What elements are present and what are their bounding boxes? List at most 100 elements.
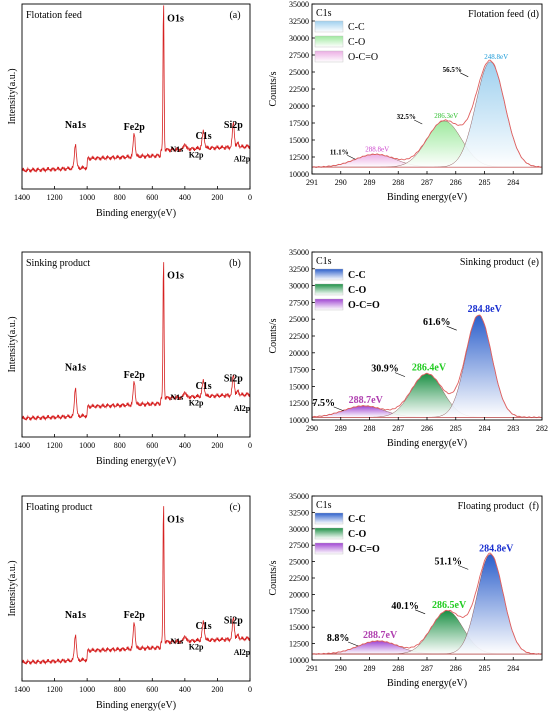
peak-label: Na1s bbox=[65, 362, 86, 373]
peak-label: Si2p bbox=[224, 616, 243, 627]
legend-entry: C-O bbox=[348, 37, 365, 48]
peak-label: Na1s bbox=[65, 120, 86, 131]
envelope-line bbox=[311, 59, 542, 168]
sample-title: Flotation feed bbox=[468, 9, 524, 20]
peak-position-label: 286.3eV bbox=[434, 112, 458, 120]
y-tick-label: 25000 bbox=[289, 315, 309, 324]
x-tick-label: 285 bbox=[479, 178, 491, 187]
legend-swatch bbox=[314, 542, 344, 555]
legend-entry: O-C=O bbox=[348, 300, 380, 311]
panel-letter: (c) bbox=[229, 502, 240, 513]
peak-label: Na1s bbox=[65, 610, 86, 621]
legend-entry: O-C=O bbox=[348, 52, 378, 63]
legend-swatch bbox=[314, 298, 344, 311]
x-tick-label: 285 bbox=[450, 424, 462, 433]
y-tick-label: 27500 bbox=[289, 541, 309, 550]
y-tick-label: 12500 bbox=[289, 399, 309, 408]
peak-position-label: 288.8eV bbox=[365, 145, 389, 153]
percent-leader-line bbox=[446, 325, 457, 331]
x-tick-label: 284 bbox=[507, 664, 519, 673]
y-tick-label: 17500 bbox=[289, 607, 309, 616]
percent-label: 40.1% bbox=[391, 601, 419, 612]
y-tick-label: 12500 bbox=[289, 153, 309, 162]
peak-position-label: 286.4eV bbox=[412, 363, 447, 374]
y-tick-label: 17500 bbox=[289, 119, 309, 128]
x-tick-label: 1000 bbox=[79, 441, 95, 450]
x-tick-label: 290 bbox=[335, 178, 347, 187]
peak-label: K2p bbox=[189, 399, 204, 408]
peak-label: N1s bbox=[170, 145, 183, 154]
peak-label: K2p bbox=[189, 643, 204, 652]
peak-label: O1s bbox=[167, 13, 184, 24]
percent-label: 32.5% bbox=[397, 113, 416, 121]
y-tick-label: 20000 bbox=[289, 590, 309, 599]
envelope-line bbox=[311, 314, 542, 419]
y-tick-label: 25000 bbox=[289, 68, 309, 77]
peak-label: Si2p bbox=[224, 374, 243, 385]
legend-swatch bbox=[314, 527, 344, 540]
legend-title: C1s bbox=[316, 8, 332, 19]
y-axis-label: Counts/s bbox=[268, 71, 279, 106]
sample-name: Floating product bbox=[26, 502, 93, 513]
peak-label: N1s bbox=[170, 393, 183, 402]
plot-frame bbox=[21, 495, 251, 682]
x-tick-label: 0 bbox=[248, 441, 252, 450]
x-tick-label: 1200 bbox=[47, 193, 63, 202]
legend-entry: O-C=O bbox=[348, 544, 380, 555]
plot-frame bbox=[21, 3, 251, 190]
y-axis-label: Intensity(a.u.) bbox=[7, 560, 18, 616]
percent-leader-line bbox=[347, 155, 356, 160]
panel-letter: (a) bbox=[229, 10, 240, 21]
legend-entry: C-C bbox=[348, 270, 366, 281]
x-tick-label: 1200 bbox=[47, 685, 63, 694]
x-tick-label: 287 bbox=[421, 178, 433, 187]
x-tick-label: 1200 bbox=[47, 441, 63, 450]
peak-label: N1s bbox=[170, 637, 183, 646]
y-tick-label: 22500 bbox=[289, 574, 309, 583]
legend-swatch bbox=[314, 283, 344, 296]
y-tick-label: 15000 bbox=[289, 136, 309, 145]
x-tick-label: 200 bbox=[211, 441, 223, 450]
x-tick-label: 288 bbox=[364, 424, 376, 433]
x-tick-label: 288 bbox=[392, 178, 404, 187]
x-tick-label: 285 bbox=[479, 664, 491, 673]
panel-letter: (e) bbox=[528, 257, 539, 268]
y-tick-label: 10000 bbox=[289, 416, 309, 425]
legend-entry: C-C bbox=[348, 22, 365, 33]
x-axis-label: Binding energy(eV) bbox=[96, 700, 176, 711]
panel-letter: (b) bbox=[229, 258, 241, 269]
y-tick-label: 30000 bbox=[289, 34, 309, 43]
sample-title: Sinking product bbox=[460, 257, 524, 268]
x-tick-label: 800 bbox=[114, 685, 126, 694]
peak-label: Al2p bbox=[234, 648, 251, 657]
survey-panel-c: 1400 1200 1000 800 600 400 200 0 Binding energy(… bbox=[7, 495, 252, 711]
peak-position-label: 288.7eV bbox=[349, 395, 384, 406]
peak-position-label: 284.8eV bbox=[468, 304, 503, 315]
peak-label: Fe2p bbox=[124, 610, 146, 621]
x-tick-label: 288 bbox=[392, 664, 404, 673]
y-tick-label: 27500 bbox=[289, 51, 309, 60]
legend-swatch bbox=[314, 50, 344, 63]
x-tick-label: 200 bbox=[211, 193, 223, 202]
legend-entry: C-O bbox=[348, 285, 367, 296]
percent-leader-line bbox=[415, 609, 426, 615]
peak-position-label: 288.7eV bbox=[363, 630, 398, 641]
x-tick-label: 284 bbox=[507, 178, 519, 187]
legend-title: C1s bbox=[316, 500, 332, 511]
x-tick-label: 290 bbox=[306, 424, 318, 433]
y-tick-label: 35000 bbox=[289, 0, 309, 9]
x-tick-label: 289 bbox=[335, 424, 347, 433]
survey-spectrum-line bbox=[21, 262, 251, 422]
y-tick-label: 10000 bbox=[289, 170, 309, 179]
y-tick-label: 12500 bbox=[289, 640, 309, 649]
x-tick-label: 0 bbox=[248, 685, 252, 694]
y-tick-label: 30000 bbox=[289, 525, 309, 534]
peak-label: Fe2p bbox=[124, 370, 146, 381]
x-tick-label: 289 bbox=[364, 664, 376, 673]
peak-label: C1s bbox=[196, 621, 212, 632]
x-tick-label: 289 bbox=[364, 178, 376, 187]
x-tick-label: 800 bbox=[114, 441, 126, 450]
y-tick-label: 25000 bbox=[289, 558, 309, 567]
peak-label: C1s bbox=[196, 381, 212, 392]
x-tick-label: 200 bbox=[211, 685, 223, 694]
